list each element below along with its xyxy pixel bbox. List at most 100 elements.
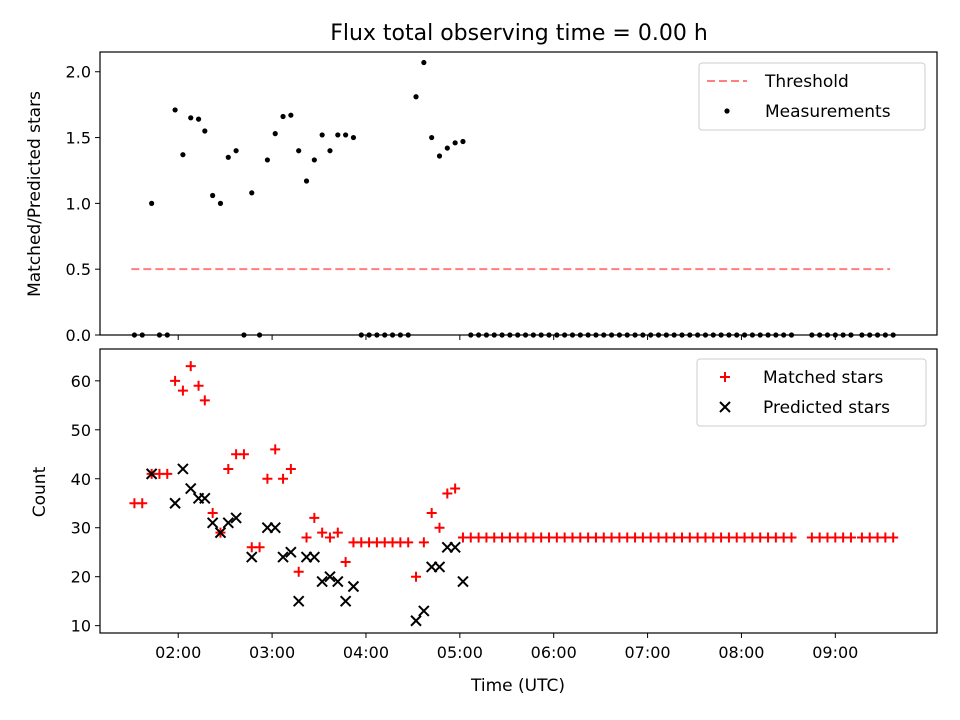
measurements-point — [149, 200, 155, 206]
measurements-point — [202, 128, 208, 134]
count-x-tick-label: 08:00 — [718, 643, 764, 662]
ratio-y-tick-label: 0.0 — [66, 326, 91, 345]
predicted-stars-point — [206, 517, 219, 529]
predicted-stars-point — [324, 570, 336, 583]
predicted-stars-point — [246, 551, 258, 563]
ratio-panel: 0.00.51.01.52.0 Matched/Predicted stars … — [25, 51, 938, 345]
predicted-stars-point — [339, 595, 352, 607]
predicted-stars-point — [316, 575, 328, 588]
predicted-stars-point — [177, 463, 189, 475]
matched-stars-point — [324, 532, 335, 543]
ratio-tick-layer: 0.0 0.5 1.0 1.5 2.0 — [66, 63, 836, 345]
measurements-point — [172, 107, 178, 113]
predicted-stars-point — [222, 517, 234, 529]
count-x-tick-label: 03:00 — [249, 643, 295, 662]
measurements-legend-swatch — [724, 108, 730, 114]
matched-stars-legend-label: Matched stars — [763, 368, 883, 388]
measurements-legend-label: Measurements — [765, 102, 891, 122]
count-tick-layer: 02:00 03:00 04:00 05:00 06:00 07:00 08:00 09:00… — [71, 372, 859, 662]
measurements-point — [452, 140, 458, 146]
count-axes-frame — [99, 348, 938, 634]
ratio-y-tick-label: 1.5 — [66, 129, 91, 148]
measurements-point — [288, 112, 294, 118]
matched-stars-point — [185, 361, 196, 372]
predicted-stars-point — [285, 546, 297, 558]
matched-stars-point — [340, 557, 351, 567]
predicted-stars-legend-label: Predicted stars — [763, 398, 890, 418]
chart-title: Flux total observing time = 0.00 h — [330, 21, 708, 46]
matched-stars-point — [162, 468, 173, 479]
ratio-axes-frame — [99, 51, 938, 336]
measurements-point — [217, 200, 224, 206]
predicted-stars-point — [214, 526, 227, 539]
measurements-point — [180, 152, 186, 158]
count-x-tick-label: 02:00 — [155, 643, 201, 662]
measurements-point — [413, 94, 419, 100]
count-data-layer — [129, 361, 899, 627]
measurements-point — [436, 153, 443, 159]
count-legend-box — [696, 358, 927, 427]
predicted-stars-legend-swatch — [719, 401, 731, 413]
measurements-point — [460, 138, 466, 145]
predicted-stars-point — [277, 551, 289, 563]
matched-stars-point — [137, 498, 148, 509]
predicted-stars-point — [410, 615, 422, 627]
measurements-point — [296, 148, 302, 154]
matched-stars-point — [403, 537, 414, 548]
measurements-point — [272, 131, 278, 137]
predicted-stars-point — [347, 580, 360, 593]
matched-stars-point — [285, 463, 296, 474]
matched-stars-point — [223, 463, 234, 474]
predicted-stars-point — [269, 522, 281, 534]
count-y-tick-label: 40 — [71, 470, 91, 489]
count-y-tick-label: 10 — [71, 617, 91, 636]
matched-stars-legend-swatch — [720, 372, 730, 382]
count-y-axis-label: Count — [30, 466, 50, 517]
count-x-tick-label: 07:00 — [625, 643, 671, 662]
measurements-point — [210, 192, 216, 199]
x-axis-label: Time (UTC) — [470, 676, 565, 696]
ratio-legend-box — [698, 62, 926, 131]
predicted-stars-point — [230, 512, 242, 524]
count-panel: 02:00 03:00 04:00 05:00 06:00 07:00 08:00 09:00… — [30, 348, 938, 696]
measurements-point — [188, 115, 194, 121]
measurements-point — [444, 145, 450, 151]
count-x-tick-label: 06:00 — [531, 643, 577, 662]
measurements-point — [225, 154, 231, 160]
matched-stars-point — [293, 566, 304, 577]
matched-stars-point — [411, 571, 422, 582]
threshold-legend-label: Threshold — [764, 72, 849, 92]
count-x-tick-label: 05:00 — [437, 643, 483, 662]
predicted-stars-point — [433, 561, 446, 573]
matched-stars-point — [450, 483, 461, 494]
predicted-stars-point — [457, 575, 469, 588]
ratio-y-axis-label: Matched/Predicted stars — [25, 91, 45, 297]
predicted-stars-point — [199, 492, 211, 505]
matched-stars-point — [434, 522, 445, 533]
measurements-point — [264, 157, 270, 163]
measurements-point — [311, 157, 317, 163]
measurements-point — [319, 132, 325, 138]
measurements-point — [249, 190, 255, 196]
matched-stars-point — [309, 512, 320, 523]
ratio-y-tick-label: 0.5 — [66, 260, 91, 279]
matched-stars-point — [254, 542, 265, 553]
matched-stars-point — [426, 508, 437, 519]
matched-stars-point — [888, 532, 899, 543]
measurements-point — [335, 132, 341, 138]
matched-stars-point — [238, 449, 249, 460]
measurements-point — [233, 148, 239, 154]
measurements-point — [429, 134, 435, 141]
matched-stars-point — [199, 395, 210, 406]
predicted-stars-point — [292, 595, 305, 607]
predicted-stars-point — [185, 482, 197, 495]
ratio-y-tick-label: 2.0 — [66, 63, 91, 82]
matched-stars-point — [317, 527, 328, 538]
predicted-stars-point — [418, 605, 430, 617]
ratio-legend: Threshold Measurements — [698, 62, 926, 131]
count-x-tick-label: 04:00 — [343, 643, 389, 662]
predicted-stars-point — [308, 551, 321, 563]
matched-stars-point — [301, 532, 312, 543]
matched-stars-point — [207, 508, 218, 519]
